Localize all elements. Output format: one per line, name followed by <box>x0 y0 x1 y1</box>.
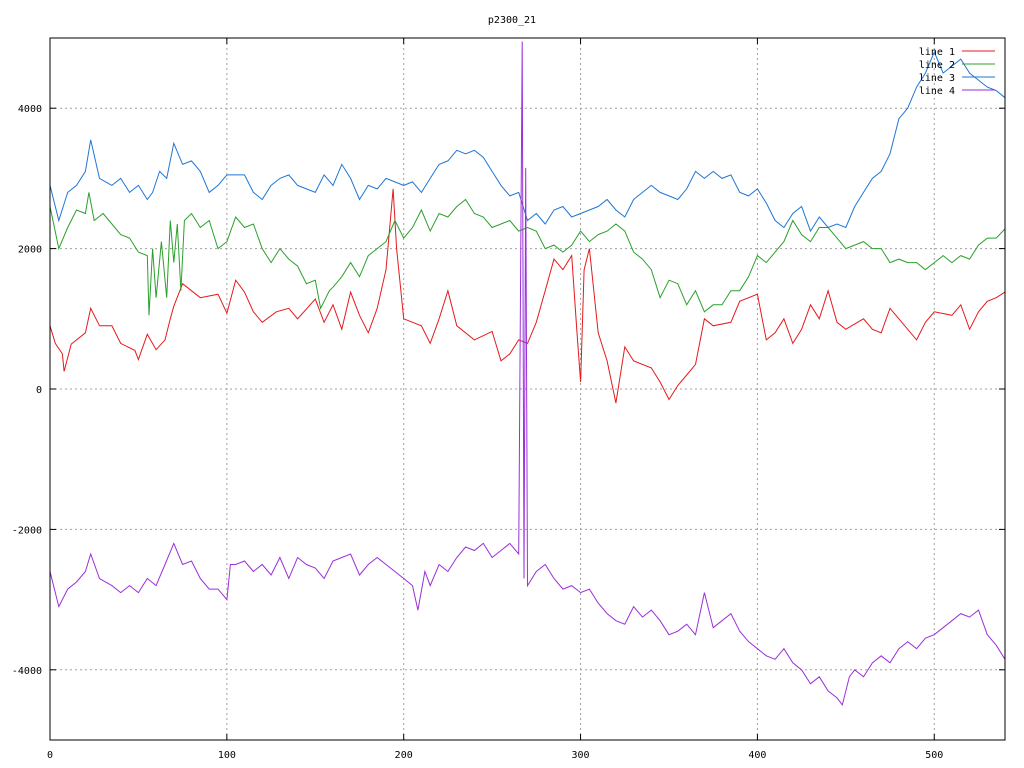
x-tick-label: 400 <box>748 750 766 761</box>
legend-label: line 2 <box>919 60 955 71</box>
legend-label: line 3 <box>919 73 955 84</box>
legend: line 1 line 2 line 3 line 4 <box>919 47 995 97</box>
y-tick-label: 0 <box>36 385 42 396</box>
y-tick-label: 4000 <box>18 104 42 115</box>
x-tick-label: 500 <box>925 750 943 761</box>
series-line-1 <box>49 188 1006 404</box>
x-tick-label: 100 <box>218 750 236 761</box>
series-line-2 <box>49 192 1006 316</box>
grid <box>50 38 1005 740</box>
series-layer <box>49 41 1006 707</box>
legend-label: line 1 <box>919 47 955 58</box>
x-tick-label: 200 <box>395 750 413 761</box>
y-tick-label: -2000 <box>12 525 42 536</box>
x-tick-label: 0 <box>47 750 53 761</box>
chart-title: p2300_21 <box>488 15 536 26</box>
series-line-4 <box>49 41 1006 707</box>
legend-label: line 4 <box>919 86 955 97</box>
series-line-3 <box>49 50 1006 233</box>
axis-ticks: 0 100 200 300 400 500 -4000 -2000 0 2000 4000 <box>12 38 1005 761</box>
y-tick-label: -4000 <box>12 666 42 677</box>
x-tick-label: 300 <box>572 750 590 761</box>
y-tick-label: 2000 <box>18 245 42 256</box>
